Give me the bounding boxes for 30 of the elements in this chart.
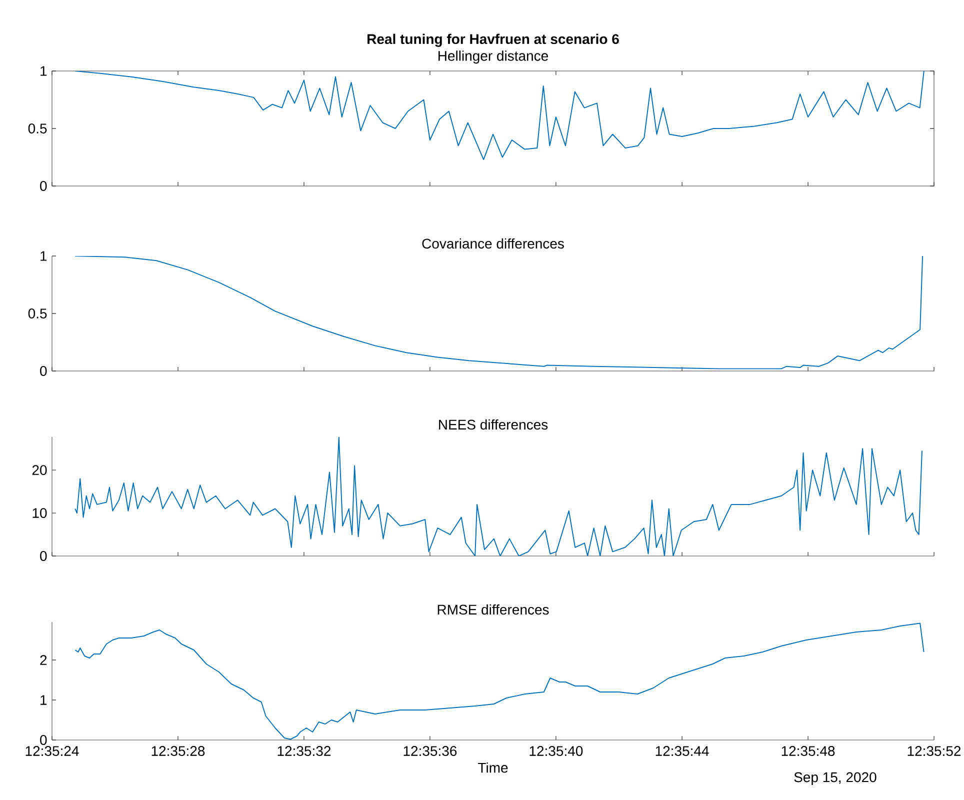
line-series — [74, 70, 924, 160]
y-tick-label: 0.5 — [28, 124, 47, 134]
y-tick-label: 0 — [40, 181, 47, 191]
chart-title: Real tuning for Havfruen at scenario 6 — [368, 34, 619, 47]
x-tick-label: 12:35:32 — [278, 746, 330, 756]
y-tick-label: 10 — [32, 508, 47, 518]
line-series — [74, 622, 924, 740]
y-tick-label: 20 — [32, 465, 47, 476]
y-tick-label: 1 — [40, 66, 47, 76]
x-tick-label: 12:35:40 — [530, 746, 583, 756]
x-axis-title: Time — [478, 762, 508, 773]
x-tick-label: 12:35:48 — [782, 746, 835, 756]
y-tick-label: 0 — [40, 551, 47, 561]
x-tick-label: 12:35:24 — [26, 746, 79, 756]
y-tick-label: 0 — [40, 366, 47, 376]
x-tick-label: 12:35:28 — [152, 746, 205, 756]
y-tick-label: 2 — [40, 655, 47, 665]
x-tick-label: 12:35:36 — [404, 746, 457, 756]
line-series — [74, 436, 922, 556]
y-tick-label: 0.5 — [28, 308, 47, 318]
chart-title: RMSE differences — [438, 604, 549, 615]
chart-subtitle: Hellinger distance — [438, 50, 548, 64]
chart-title: Covariance differences — [422, 238, 564, 249]
text: Sep 15, 2020 — [794, 772, 876, 785]
y-tick-label: 1 — [40, 251, 47, 261]
x-tick-label: 12:35:52 — [908, 746, 961, 756]
y-tick-label: 0 — [40, 735, 47, 745]
y-tick-label: 1 — [40, 695, 47, 705]
x-tick-label: 12:35:44 — [656, 746, 709, 756]
chart-title: NEES differences — [439, 419, 548, 430]
